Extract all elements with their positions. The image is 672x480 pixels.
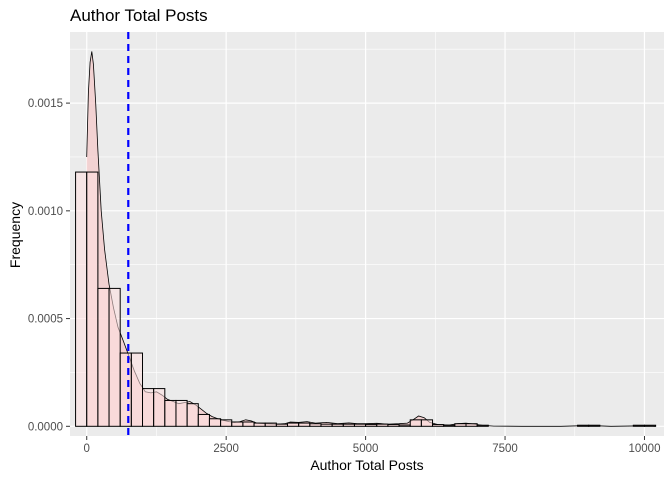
y-axis-title: Frequency [7,202,23,268]
histogram-bar [454,423,467,427]
histogram-bar [275,423,289,427]
histogram-bar [153,388,166,427]
histogram-bar [342,423,355,427]
histogram-bar [320,423,333,427]
histogram-bar [353,423,367,427]
histogram-bar [476,424,489,427]
histogram-bar [208,418,222,427]
chart-title: Author Total Posts [70,6,208,25]
histogram-bar [632,424,645,427]
histogram-bar [75,171,88,427]
histogram-bar [97,287,110,427]
histogram-bar [420,419,434,427]
histogram-bar [376,423,389,427]
histogram-bar [86,171,99,427]
histogram-bar [264,422,277,427]
histogram-bar [197,413,210,427]
histogram-bar [588,424,601,427]
histogram-bar [242,421,255,427]
histogram-bar [398,424,411,427]
axis-labels: 0 2500 5000 7500 10000 0.0000 0.0005 0.0010 0.00… [28,98,661,455]
histogram-bar [365,424,378,427]
histogram-bars [75,171,657,427]
histogram-bar [387,424,400,427]
x-tick-label: 10000 [628,443,660,455]
histogram-bar [309,423,322,427]
histogram-bar [186,403,199,427]
histogram-bar [465,423,478,427]
y-tick-label: 0.0015 [28,98,63,110]
histogram-bar [164,399,177,427]
histogram-bar [130,352,144,427]
histogram-bar [231,421,244,427]
x-tick-label: 2500 [213,443,239,455]
histogram-bar [443,424,456,427]
plot-panel [70,32,664,436]
x-axis-title: Author Total Posts [310,457,423,473]
histogram-bar [643,424,657,427]
y-tick-label: 0.0010 [28,206,63,218]
histogram-bar [220,419,233,427]
histogram-bar [175,399,188,427]
x-tick-label: 5000 [353,443,379,455]
y-tick-label: 0.0005 [28,314,63,326]
histogram-bar [119,352,132,427]
x-tick-label: 7500 [492,443,518,455]
histogram-bar [432,424,445,427]
histogram-bar [298,422,311,427]
histogram-bar [577,424,590,427]
y-tick-label: 0.0000 [28,421,63,433]
histogram-bar [409,419,422,427]
histogram-bar [253,422,266,427]
histogram-bar [331,423,344,427]
x-tick-label: 0 [84,443,90,455]
histogram-bar [287,422,300,427]
histogram-bar [142,388,155,427]
histogram-bar [108,287,121,427]
